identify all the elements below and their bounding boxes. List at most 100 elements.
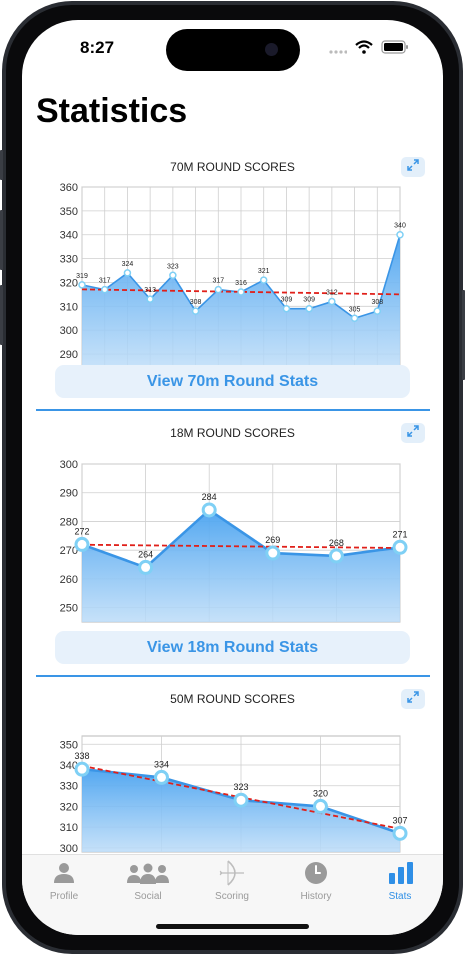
chart-card-50m: 50M ROUND SCORES 350 340 330 320 310 300 338 33…	[22, 689, 443, 857]
data-point	[201, 502, 217, 518]
data-label: 324	[122, 261, 134, 268]
battery-icon	[381, 40, 409, 59]
bow-icon	[218, 859, 246, 892]
tab-label: History	[300, 891, 332, 902]
tab-social[interactable]: Social	[106, 855, 190, 915]
area-fill	[82, 234, 400, 366]
data-label: 319	[76, 273, 88, 280]
wifi-icon	[355, 40, 373, 59]
data-point	[328, 548, 344, 564]
y-tick-label: 260	[60, 574, 78, 586]
data-label: 268	[329, 538, 344, 548]
data-point	[350, 314, 359, 323]
trend-line	[81, 288, 401, 296]
data-point	[392, 825, 408, 841]
y-tick-label: 310	[60, 822, 78, 834]
data-point	[74, 536, 90, 552]
data-label: 321	[258, 268, 270, 275]
data-point	[191, 307, 200, 315]
tab-label: Profile	[49, 891, 79, 902]
chart-70m: 3603503403303203103002902468101214319317…	[60, 182, 406, 384]
data-point	[214, 285, 223, 294]
signal-icon	[329, 41, 348, 59]
data-point	[396, 230, 404, 239]
status-time: 8:27	[80, 38, 115, 57]
section-divider	[36, 675, 430, 677]
y-tick-label: 320	[60, 277, 78, 289]
data-point	[392, 539, 408, 555]
chart-title: 70M ROUND SCORES	[170, 160, 295, 174]
tab-label: Stats	[388, 891, 412, 902]
data-label: 264	[138, 549, 153, 559]
tab-profile[interactable]: Profile	[22, 855, 106, 915]
tab-bar: Profile Social Scoring History Stats	[22, 854, 443, 935]
trend-line	[81, 543, 401, 549]
data-label: 323	[167, 263, 179, 270]
tab-stats[interactable]: Stats	[358, 855, 442, 915]
chart-card-70m: 70M ROUND SCORES 360 350 340 330 320 310 300 29…	[22, 157, 443, 410]
y-tick-label: 320	[60, 801, 78, 813]
expand-icon	[406, 690, 420, 709]
tab-history[interactable]: History	[274, 855, 358, 915]
data-point	[100, 285, 109, 294]
data-label: 272	[74, 526, 89, 536]
expand-chart-button[interactable]	[401, 423, 425, 443]
y-tick-label: 300	[60, 843, 78, 855]
y-tick-label: 280	[60, 516, 78, 528]
y-tick-label: 270	[60, 545, 78, 557]
tab-scoring[interactable]: Scoring	[190, 855, 274, 915]
data-point	[237, 288, 245, 296]
page-title: Statistics	[36, 92, 188, 130]
y-tick-label: 250	[60, 603, 78, 615]
area-fill	[82, 769, 400, 852]
data-label: 305	[349, 306, 361, 313]
y-tick-label: 330	[60, 254, 78, 266]
data-label: 323	[233, 782, 248, 792]
expand-icon	[406, 424, 420, 443]
view-18m-stats-button[interactable]: View 18m Round Stats	[55, 631, 410, 664]
data-point	[154, 769, 169, 785]
chart-18m: 3002902802702602501234562722642842692682…	[60, 459, 408, 648]
expand-chart-button[interactable]	[401, 689, 425, 709]
chart-50m: 350 340 330 320 310 300 338 334 323 320 307	[60, 735, 408, 855]
view-70m-stats-button[interactable]: View 70m Round Stats	[55, 365, 410, 398]
data-label: 309	[281, 297, 293, 304]
data-point	[265, 545, 281, 561]
y-tick-label: 350	[60, 739, 78, 751]
dynamic-island	[166, 29, 300, 71]
area-fill	[82, 509, 400, 622]
data-label: 338	[74, 751, 89, 761]
data-label: 308	[371, 299, 383, 306]
data-label: 271	[392, 529, 407, 539]
expand-chart-button[interactable]	[401, 157, 425, 177]
data-point	[313, 798, 328, 814]
status-bar: 8:27	[22, 20, 443, 74]
status-icons	[329, 40, 409, 59]
person-icon	[52, 861, 76, 890]
data-label: 307	[392, 815, 407, 825]
app-screen: 8:27 Statistics 70M ROUND SCORES 360 350 3…	[22, 20, 443, 935]
y-tick-label: 340	[60, 760, 78, 772]
expand-icon	[406, 158, 420, 177]
data-point	[146, 295, 154, 303]
data-label: 284	[202, 492, 217, 502]
clock-icon	[304, 861, 328, 890]
y-tick-label: 310	[60, 301, 78, 313]
data-label: 308	[190, 299, 202, 306]
data-point	[74, 761, 90, 777]
y-tick-label: 340	[60, 230, 78, 242]
bar-chart-icon	[388, 861, 414, 890]
data-point	[373, 307, 382, 315]
section-divider	[36, 409, 430, 411]
data-point	[259, 276, 268, 284]
data-label: 317	[99, 278, 111, 285]
y-tick-label: 360	[60, 182, 78, 194]
tab-label: Social	[134, 891, 162, 902]
data-label: 313	[144, 287, 156, 294]
data-point	[169, 271, 177, 280]
tab-label: Scoring	[215, 891, 249, 902]
chart-title: 18M ROUND SCORES	[170, 426, 295, 440]
data-label: 316	[235, 280, 247, 287]
data-label: 340	[394, 223, 406, 230]
data-point	[138, 559, 154, 575]
